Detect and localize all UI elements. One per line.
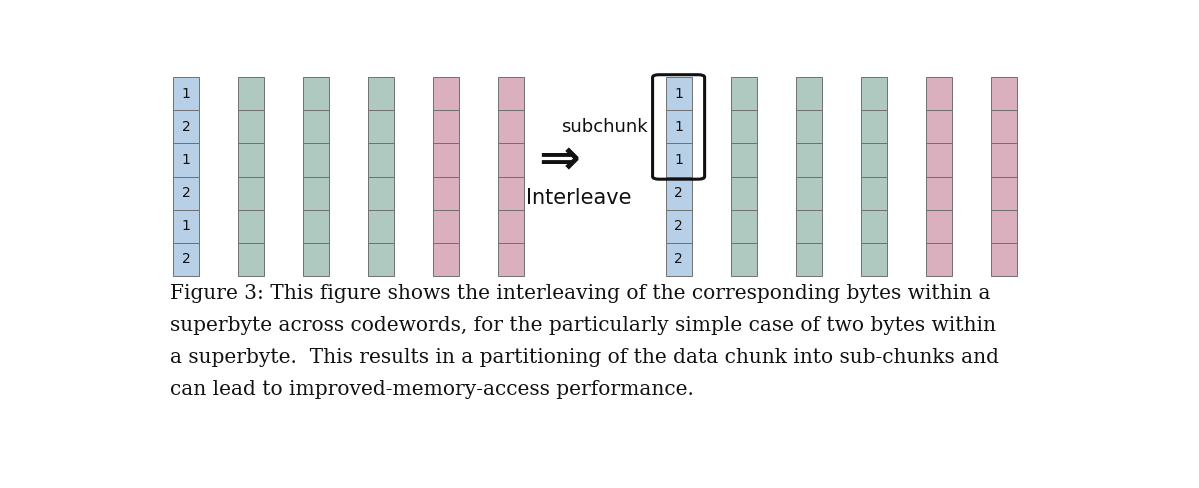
Bar (990, 77, 1017, 110)
Bar (796, 110, 821, 143)
Bar (665, 77, 692, 110)
Bar (730, 177, 757, 210)
Bar (239, 177, 264, 210)
Bar (796, 243, 821, 276)
Bar (303, 77, 330, 110)
Bar (665, 243, 692, 276)
Bar (368, 243, 394, 276)
Bar (303, 177, 330, 210)
Bar (433, 243, 459, 276)
Text: 1: 1 (674, 87, 683, 101)
Bar (730, 77, 757, 110)
Bar (796, 143, 821, 177)
Bar (861, 177, 887, 210)
Bar (173, 177, 199, 210)
Bar (990, 210, 1017, 243)
Bar (861, 143, 887, 177)
Bar (499, 110, 524, 143)
Text: Figure 3: This figure shows the interleaving of the corresponding bytes within a: Figure 3: This figure shows the interlea… (170, 284, 990, 303)
Bar (665, 177, 692, 210)
Text: 1: 1 (182, 153, 191, 167)
Bar (173, 110, 199, 143)
Bar (796, 77, 821, 110)
Bar (239, 143, 264, 177)
Bar (303, 110, 330, 143)
Bar (926, 110, 952, 143)
Bar (665, 110, 692, 143)
Bar (926, 210, 952, 243)
Text: 1: 1 (182, 219, 191, 233)
Bar (303, 143, 330, 177)
Bar (368, 77, 394, 110)
Bar (990, 110, 1017, 143)
Bar (665, 143, 692, 177)
Bar (433, 110, 459, 143)
Bar (796, 177, 821, 210)
Bar (990, 243, 1017, 276)
Bar (239, 110, 264, 143)
Bar (433, 210, 459, 243)
Text: ⇒: ⇒ (538, 136, 579, 184)
Text: 2: 2 (674, 186, 683, 200)
Bar (990, 143, 1017, 177)
Bar (861, 210, 887, 243)
Bar (239, 243, 264, 276)
Bar (433, 77, 459, 110)
Bar (368, 210, 394, 243)
Text: 2: 2 (182, 120, 191, 134)
Text: 1: 1 (674, 120, 683, 134)
Bar (499, 143, 524, 177)
Bar (861, 77, 887, 110)
Bar (499, 243, 524, 276)
Text: 2: 2 (674, 252, 683, 266)
Bar (926, 77, 952, 110)
Bar (861, 243, 887, 276)
Bar (730, 110, 757, 143)
Text: superbyte across codewords, for the particularly simple case of two bytes within: superbyte across codewords, for the part… (170, 316, 996, 335)
Text: 1: 1 (182, 87, 191, 101)
Bar (990, 177, 1017, 210)
Bar (665, 210, 692, 243)
Text: 2: 2 (182, 186, 191, 200)
Bar (173, 77, 199, 110)
Bar (173, 143, 199, 177)
Bar (861, 110, 887, 143)
Bar (368, 177, 394, 210)
Bar (730, 143, 757, 177)
Text: subchunk: subchunk (561, 118, 647, 136)
Bar (239, 77, 264, 110)
Bar (796, 210, 821, 243)
Bar (499, 77, 524, 110)
Text: 2: 2 (182, 252, 191, 266)
Text: 1: 1 (674, 153, 683, 167)
Bar (499, 210, 524, 243)
Text: 2: 2 (674, 219, 683, 233)
Text: can lead to improved-memory-access performance.: can lead to improved-memory-access perfo… (170, 380, 694, 399)
Bar (173, 210, 199, 243)
Text: a superbyte.  This results in a partitioning of the data chunk into sub-chunks a: a superbyte. This results in a partition… (170, 348, 999, 367)
Bar (433, 177, 459, 210)
Bar (303, 210, 330, 243)
Bar (433, 143, 459, 177)
Bar (730, 210, 757, 243)
Bar (730, 243, 757, 276)
Bar (368, 110, 394, 143)
Bar (368, 143, 394, 177)
Bar (239, 210, 264, 243)
Bar (499, 177, 524, 210)
Text: Interleave: Interleave (526, 187, 632, 207)
Bar (173, 243, 199, 276)
Bar (926, 177, 952, 210)
Bar (926, 143, 952, 177)
Bar (303, 243, 330, 276)
Bar (926, 243, 952, 276)
